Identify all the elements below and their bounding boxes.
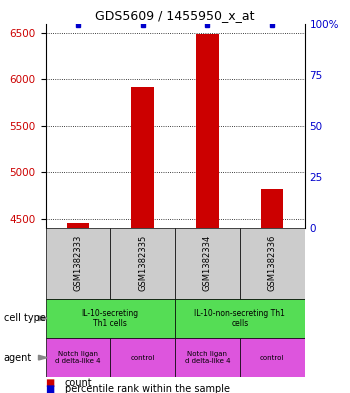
Text: ■: ■ bbox=[46, 384, 55, 393]
Text: IL-10-non-secreting Th1
cells: IL-10-non-secreting Th1 cells bbox=[194, 309, 285, 328]
Bar bbox=[240, 228, 304, 299]
Text: agent: agent bbox=[4, 353, 32, 363]
Bar bbox=[196, 34, 219, 228]
Bar bbox=[110, 338, 175, 377]
Text: cell type: cell type bbox=[4, 313, 46, 323]
Text: control: control bbox=[260, 354, 284, 361]
Bar bbox=[66, 223, 89, 228]
Text: IL-10-secreting
Th1 cells: IL-10-secreting Th1 cells bbox=[82, 309, 139, 328]
Text: GSM1382333: GSM1382333 bbox=[74, 235, 82, 292]
Text: count: count bbox=[65, 378, 92, 388]
Text: Notch ligan
d delta-like 4: Notch ligan d delta-like 4 bbox=[55, 351, 101, 364]
Text: control: control bbox=[131, 354, 155, 361]
Bar bbox=[131, 87, 154, 228]
Text: ■: ■ bbox=[46, 378, 55, 388]
Bar bbox=[46, 228, 110, 299]
Bar bbox=[175, 299, 304, 338]
Title: GDS5609 / 1455950_x_at: GDS5609 / 1455950_x_at bbox=[95, 9, 255, 22]
Bar bbox=[175, 228, 240, 299]
Text: GSM1382334: GSM1382334 bbox=[203, 235, 212, 292]
Text: percentile rank within the sample: percentile rank within the sample bbox=[65, 384, 230, 393]
Text: Notch ligan
d delta-like 4: Notch ligan d delta-like 4 bbox=[185, 351, 230, 364]
Text: GSM1382336: GSM1382336 bbox=[268, 235, 276, 292]
Bar bbox=[46, 338, 110, 377]
Bar bbox=[110, 228, 175, 299]
Bar bbox=[240, 338, 304, 377]
Bar bbox=[46, 299, 175, 338]
Bar bbox=[261, 189, 284, 228]
Text: GSM1382335: GSM1382335 bbox=[138, 235, 147, 292]
Bar bbox=[175, 338, 240, 377]
